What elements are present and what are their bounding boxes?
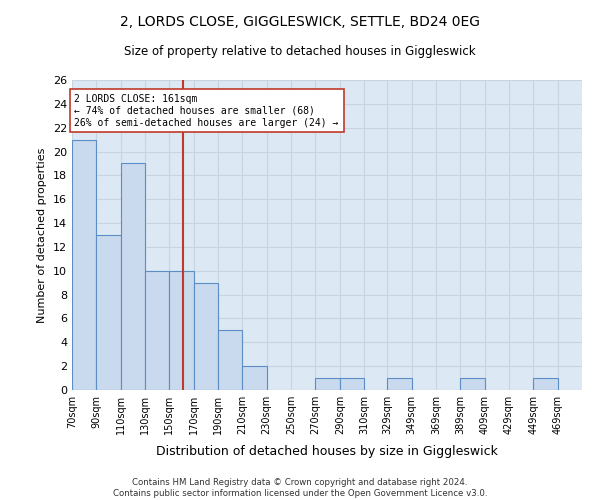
Bar (242, 366, 267, 390)
X-axis label: Distribution of detached houses by size in Giggleswick: Distribution of detached houses by size … (156, 446, 498, 458)
Bar (218, 330, 242, 390)
Text: 2 LORDS CLOSE: 161sqm
← 74% of detached houses are smaller (68)
26% of semi-deta: 2 LORDS CLOSE: 161sqm ← 74% of detached … (74, 94, 339, 128)
Bar (72, 140, 97, 390)
Text: Size of property relative to detached houses in Giggleswick: Size of property relative to detached ho… (124, 45, 476, 58)
Bar (169, 271, 194, 390)
Text: 2, LORDS CLOSE, GIGGLESWICK, SETTLE, BD24 0EG: 2, LORDS CLOSE, GIGGLESWICK, SETTLE, BD2… (120, 15, 480, 29)
Bar (533, 378, 557, 390)
Bar (387, 378, 412, 390)
Bar (340, 378, 364, 390)
Bar (145, 271, 169, 390)
Bar (460, 378, 485, 390)
Text: Contains HM Land Registry data © Crown copyright and database right 2024.
Contai: Contains HM Land Registry data © Crown c… (113, 478, 487, 498)
Bar (121, 164, 145, 390)
Bar (97, 235, 121, 390)
Bar (194, 282, 218, 390)
Y-axis label: Number of detached properties: Number of detached properties (37, 148, 47, 322)
Bar (316, 378, 340, 390)
